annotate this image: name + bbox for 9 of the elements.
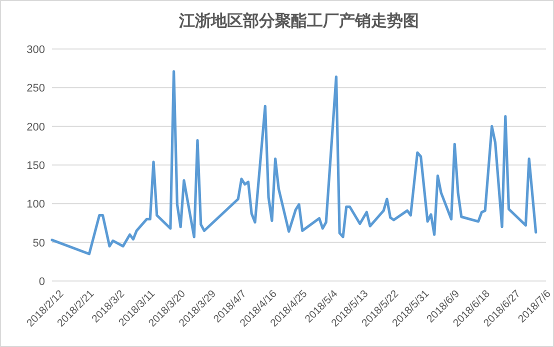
y-tick-label: 300 xyxy=(26,44,45,56)
y-tick-label: 150 xyxy=(26,160,45,172)
y-tick-label: 250 xyxy=(26,82,45,95)
y-tick-label: 50 xyxy=(32,237,45,250)
chart-title: 江浙地区部分聚酯工厂产销走势图 xyxy=(178,11,419,30)
y-tick-label: 0 xyxy=(38,276,45,288)
line-series xyxy=(50,70,538,256)
y-tick-label: 200 xyxy=(26,121,45,134)
y-tick-label: 100 xyxy=(26,198,45,211)
